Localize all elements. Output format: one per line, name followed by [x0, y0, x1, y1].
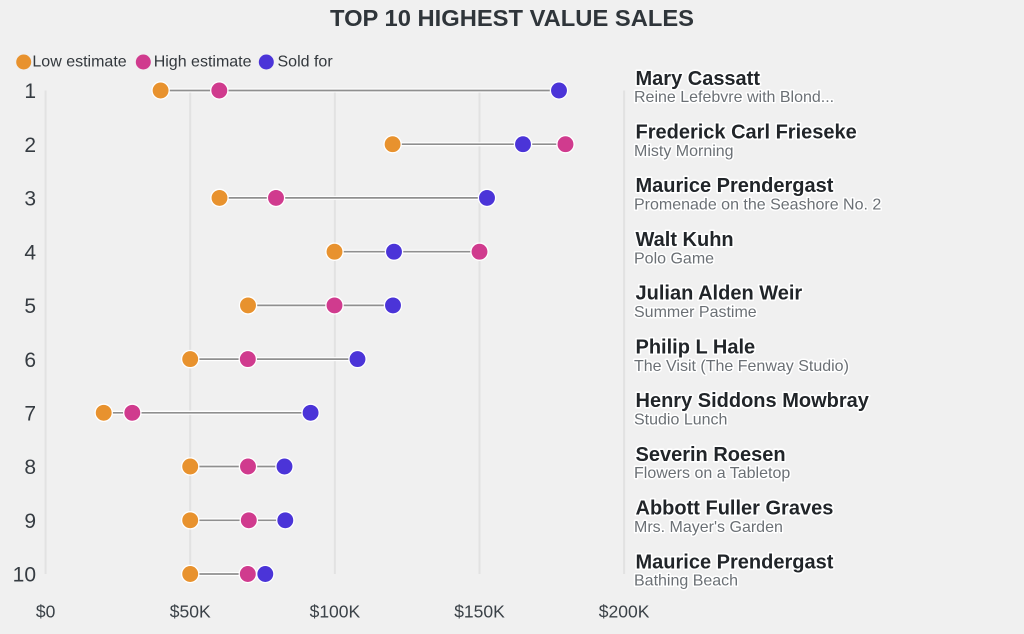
svg-text:Flowers on a Tabletop: Flowers on a Tabletop — [634, 465, 790, 482]
svg-text:Maurice Prendergast: Maurice Prendergast — [636, 551, 834, 573]
svg-text:3: 3 — [24, 188, 36, 211]
svg-text:Sold for: Sold for — [278, 54, 334, 71]
svg-text:Frederick Carl Frieseke: Frederick Carl Frieseke — [636, 122, 857, 144]
svg-text:Studio Lunch: Studio Lunch — [634, 412, 727, 429]
svg-text:Henry Siddons Mowbray: Henry Siddons Mowbray — [636, 390, 870, 412]
svg-text:5: 5 — [24, 295, 36, 318]
svg-text:10: 10 — [13, 564, 36, 587]
svg-text:Reine Lefebvre with Blond...: Reine Lefebvre with Blond... — [634, 89, 834, 106]
svg-text:$50K: $50K — [170, 602, 211, 622]
svg-text:1: 1 — [24, 80, 36, 103]
svg-text:Low estimate: Low estimate — [32, 54, 126, 71]
svg-text:Mrs. Mayer's Garden: Mrs. Mayer's Garden — [634, 519, 783, 536]
svg-text:Severin Roesen: Severin Roesen — [636, 444, 786, 466]
svg-text:$100K: $100K — [310, 602, 361, 622]
svg-text:Mary Cassatt: Mary Cassatt — [636, 68, 761, 90]
svg-text:Julian Alden Weir: Julian Alden Weir — [636, 283, 803, 305]
svg-text:Promenade on the Seashore No.: Promenade on the Seashore No. 2 — [634, 197, 881, 214]
svg-text:Philip L Hale: Philip L Hale — [636, 336, 756, 358]
svg-text:8: 8 — [24, 456, 36, 479]
svg-text:Abbott Fuller Graves: Abbott Fuller Graves — [636, 498, 834, 520]
svg-text:$200K: $200K — [599, 602, 650, 622]
svg-text:TOP 10 HIGHEST VALUE SALES: TOP 10 HIGHEST VALUE SALES — [330, 5, 694, 31]
svg-text:7: 7 — [24, 403, 36, 426]
svg-text:9: 9 — [24, 510, 36, 533]
svg-text:$0: $0 — [36, 602, 56, 622]
svg-text:Summer Pastime: Summer Pastime — [634, 304, 757, 321]
svg-text:The Visit (The Fenway Studio): The Visit (The Fenway Studio) — [634, 358, 849, 375]
svg-text:Polo Game: Polo Game — [634, 250, 714, 267]
svg-text:Misty Morning: Misty Morning — [634, 143, 734, 160]
svg-text:4: 4 — [24, 241, 36, 264]
svg-text:Walt Kuhn: Walt Kuhn — [636, 229, 734, 251]
svg-text:High estimate: High estimate — [154, 54, 252, 71]
svg-text:6: 6 — [24, 349, 36, 372]
svg-text:Maurice Prendergast: Maurice Prendergast — [636, 175, 834, 197]
svg-text:Bathing Beach: Bathing Beach — [634, 573, 738, 590]
svg-text:2: 2 — [24, 134, 36, 157]
svg-text:$150K: $150K — [454, 602, 505, 622]
